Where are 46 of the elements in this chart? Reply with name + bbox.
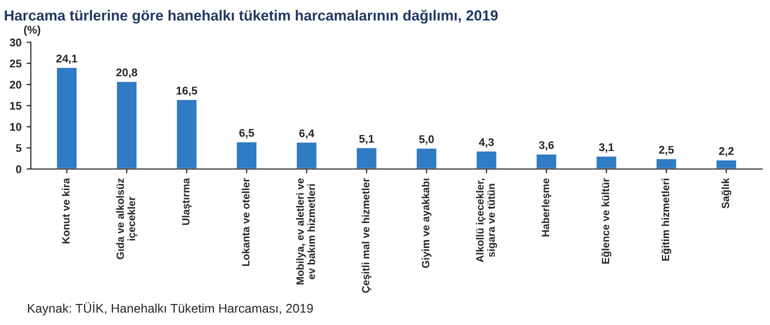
x-tick-label: Gıda ve alkolsüz içecekler bbox=[116, 178, 138, 260]
y-tick-label: 15 bbox=[10, 102, 22, 110]
bar bbox=[235, 140, 258, 169]
x-tick-label: Giyim ve ayakkabı bbox=[422, 178, 432, 268]
y-tick-label: 25 bbox=[10, 60, 22, 68]
y-tick-label: 20 bbox=[10, 80, 22, 89]
bar bbox=[116, 80, 138, 169]
x-tick-label: Eğitim hizmetleri bbox=[661, 178, 672, 261]
x-tick-label: Alkollü içecekler, sigara ve tütün bbox=[476, 178, 497, 262]
data-label: 6,5 bbox=[239, 128, 254, 138]
text: Kaynak: TÜİK, Hanehalkı Tüketim Harcaması, 2019 bbox=[28, 302, 313, 316]
data-label: 3,1 bbox=[598, 143, 614, 153]
x-tick-label: Sağlık bbox=[721, 178, 732, 208]
x-tick-label: Mobilya, ev aletleri ve ev bakım hizmetleri bbox=[296, 178, 316, 284]
data-label: 24,1 bbox=[56, 54, 78, 64]
data-label: 3,6 bbox=[538, 141, 554, 151]
x-tick-label: Eğlence ve kültür bbox=[601, 178, 612, 264]
bar bbox=[355, 146, 378, 169]
bar bbox=[415, 147, 438, 169]
bar bbox=[176, 98, 198, 169]
bar bbox=[595, 155, 618, 169]
data-label: 5,0 bbox=[419, 135, 434, 145]
y-tick-label: 0 bbox=[16, 165, 22, 174]
y-tick-label: 30 bbox=[10, 38, 22, 46]
y-tick-label: 5 bbox=[16, 144, 22, 152]
data-label: 2,5 bbox=[659, 146, 674, 156]
bar bbox=[475, 150, 498, 169]
data-label: 20,8 bbox=[116, 68, 138, 78]
bar bbox=[715, 159, 738, 169]
x-tick-label: Konut ve kira bbox=[62, 178, 70, 244]
x-tick-label: Ulaştırma bbox=[182, 178, 192, 225]
data-label: 4,3 bbox=[478, 138, 494, 148]
chart-title: Harcama türlerine göre hanehalkı tüketim harcamalarının dağılımı, 2019 bbox=[4, 10, 498, 24]
x-tick-label: Lokanta ve oteller bbox=[242, 178, 250, 266]
data-label: 5,1 bbox=[359, 134, 374, 144]
y-axis-title: (%) bbox=[24, 26, 40, 36]
data-label: 16,5 bbox=[176, 86, 198, 96]
bar bbox=[535, 153, 558, 169]
data-label: 2,2 bbox=[718, 147, 734, 157]
data-label: 6,4 bbox=[299, 129, 314, 139]
y-tick-label: 10 bbox=[10, 123, 22, 131]
bar bbox=[655, 158, 678, 169]
bar bbox=[295, 141, 318, 169]
x-tick-label: Çeşitli mal ve hizmetler bbox=[362, 178, 372, 293]
x-tick-label: Haberleşme bbox=[542, 178, 552, 236]
bar bbox=[56, 66, 78, 169]
